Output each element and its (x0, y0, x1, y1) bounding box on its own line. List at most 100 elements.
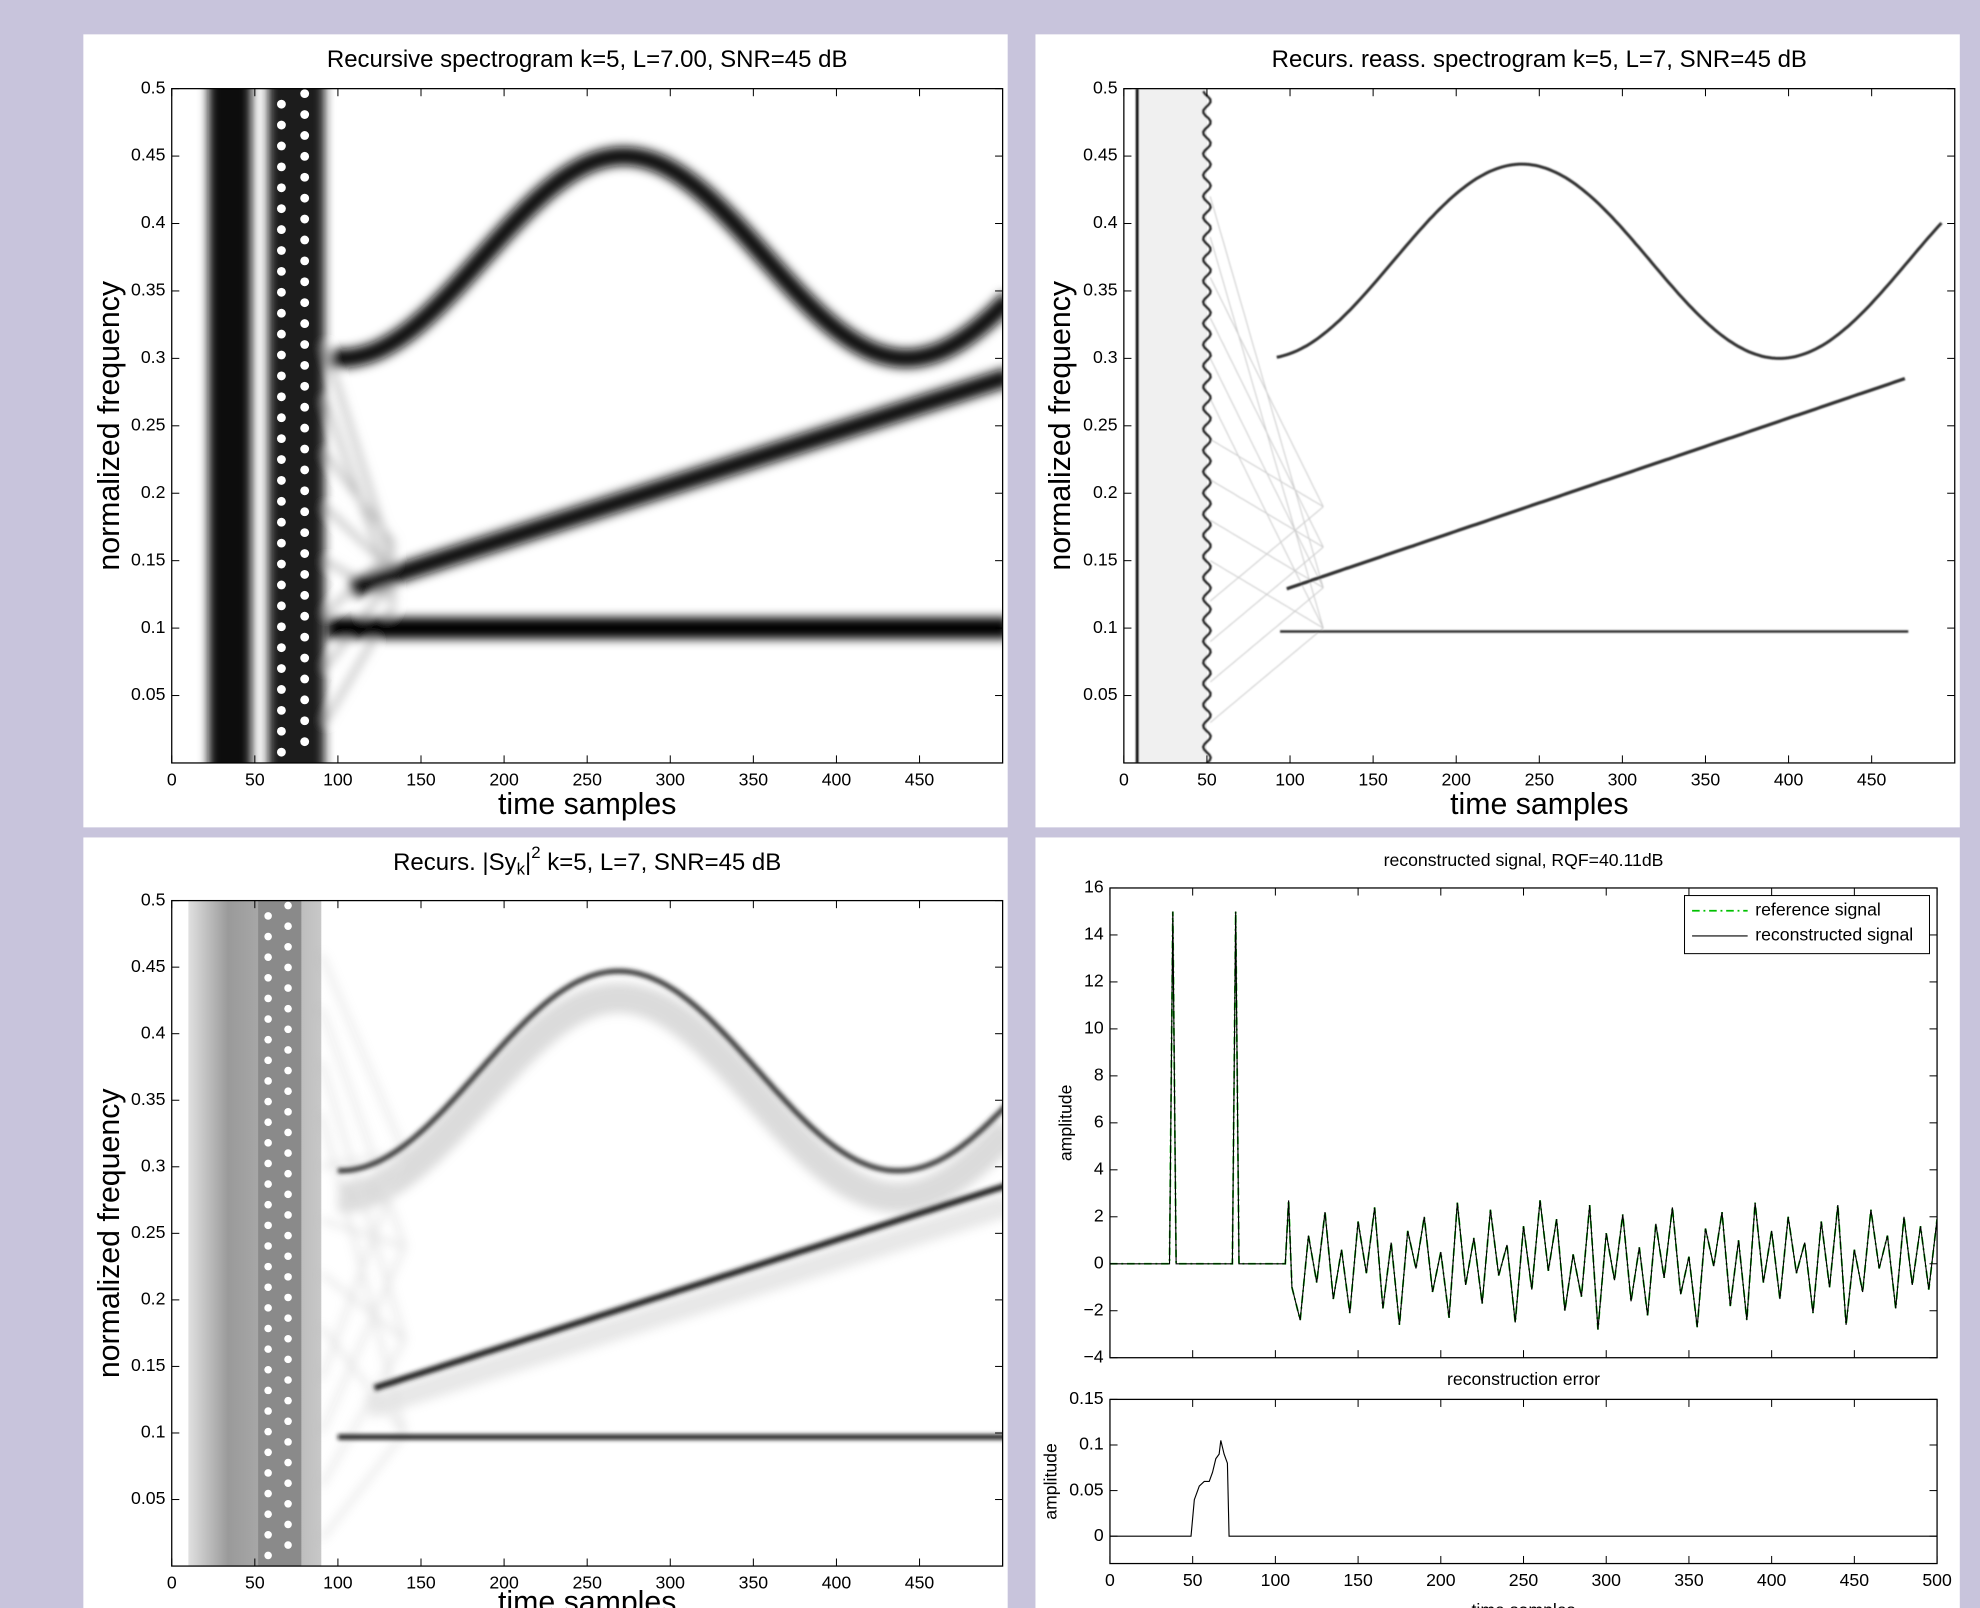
y-tick-label: 0.25 (131, 414, 166, 434)
texture (1209, 196, 1324, 588)
x-tick-label: 300 (656, 769, 686, 789)
texture (276, 622, 286, 632)
y-tick-label: 0.3 (141, 347, 166, 367)
texture (300, 151, 310, 161)
texture (264, 912, 272, 920)
x-tick-label: 0 (167, 769, 177, 789)
texture (276, 601, 286, 611)
y-tick-label: 0.35 (131, 1089, 166, 1109)
texture (300, 486, 310, 496)
texture (264, 1139, 272, 1147)
x-axis-label: time samples (1450, 788, 1628, 821)
texture (300, 193, 310, 203)
texture (276, 99, 286, 109)
y-tick-label: 10 (1084, 1018, 1104, 1038)
y-tick-label: 0.4 (141, 212, 166, 232)
y-tick-label: 0.25 (131, 1222, 166, 1242)
texture (284, 901, 292, 910)
y-tick-label: 0.4 (141, 1022, 166, 1042)
texture (264, 1469, 272, 1477)
texture (264, 1304, 272, 1312)
texture (337, 982, 1003, 1213)
texture (276, 204, 286, 214)
x-tick-label: 150 (406, 769, 436, 789)
texture (300, 319, 310, 328)
x-tick-label: 500 (1922, 1570, 1952, 1590)
texture (264, 994, 272, 1003)
texture (1201, 90, 1212, 763)
plot-content (208, 88, 1003, 763)
texture (1135, 88, 1943, 763)
texture (300, 89, 310, 99)
y-tick-label: −4 (1084, 1346, 1104, 1366)
y-tick-label: 0.25 (1083, 414, 1118, 434)
y-tick-label: 2 (1094, 1205, 1104, 1225)
texture (284, 1211, 292, 1219)
y-tick-label: 0.15 (131, 1355, 166, 1375)
texture (284, 1252, 292, 1261)
y-axis-label: normalized frequency (93, 280, 126, 571)
x-tick-label: 200 (1426, 1570, 1456, 1590)
texture (1286, 377, 1906, 591)
title-part: 2 (531, 843, 540, 862)
plot-area (1109, 1399, 1938, 1564)
texture (300, 632, 310, 642)
y-tick-label: 0.1 (1093, 617, 1118, 637)
title-part: Recurs. |Sy (393, 849, 517, 876)
plot-content (188, 900, 1003, 1567)
y-tick-label: 0.2 (141, 1289, 166, 1309)
texture (264, 1531, 272, 1539)
legend-label: reconstructed signal (1755, 925, 1913, 945)
y-tick-label: 14 (1084, 924, 1104, 944)
chart-title: Recurs. reass. spectrogram k=5, L=7, SNR… (1272, 46, 1807, 73)
title-part: | (525, 849, 531, 876)
y-axis-label: amplitude (1041, 1443, 1061, 1520)
y-tick-label: 0.5 (141, 77, 166, 97)
x-axis-label: time samples (1472, 1600, 1576, 1608)
texture (264, 1118, 272, 1126)
texture (284, 1169, 292, 1178)
texture (276, 705, 286, 715)
texture (300, 423, 310, 433)
texture (264, 1035, 272, 1044)
y-tick-label: 0.45 (131, 956, 166, 976)
plot-area (1109, 887, 1938, 1358)
axes-frame (1109, 887, 1938, 1359)
series-line (1109, 911, 1938, 1330)
texture (300, 214, 310, 224)
x-tick-label: 300 (1591, 1570, 1621, 1590)
texture (276, 392, 286, 402)
texture (300, 549, 310, 558)
texture (300, 570, 310, 579)
y-axis-label: amplitude (1056, 1084, 1076, 1161)
texture (300, 381, 310, 391)
texture (319, 953, 407, 1155)
texture (1137, 88, 1207, 763)
x-tick-label: 250 (572, 769, 602, 789)
texture (284, 1087, 292, 1095)
chart-title: reconstructed signal, RQF=40.11dB (1384, 850, 1664, 870)
texture (276, 559, 286, 569)
x-tick-label: 450 (905, 1572, 935, 1592)
texture (284, 1396, 292, 1405)
y-tick-label: 0.15 (1083, 549, 1118, 569)
texture (264, 1015, 272, 1023)
texture (264, 1365, 272, 1374)
texture (284, 1190, 292, 1199)
x-tick-label: 450 (1840, 1570, 1870, 1590)
x-axis-label: time samples (498, 788, 676, 821)
texture (348, 368, 1003, 598)
texture (276, 413, 286, 423)
texture (264, 1159, 272, 1168)
texture (264, 1180, 272, 1188)
y-tick-label: 12 (1084, 971, 1104, 991)
x-tick-label: 0 (1119, 769, 1129, 789)
y-tick-label: 0.15 (131, 549, 166, 569)
texture (264, 1386, 272, 1395)
y-tick-label: 0.5 (1093, 77, 1118, 97)
texture (300, 256, 310, 266)
x-tick-label: 450 (905, 769, 935, 789)
texture (284, 1108, 292, 1116)
chart-title: Recurs. |Syk|2 k=5, L=7, SNR=45 dB (393, 843, 781, 878)
texture (284, 1128, 292, 1137)
